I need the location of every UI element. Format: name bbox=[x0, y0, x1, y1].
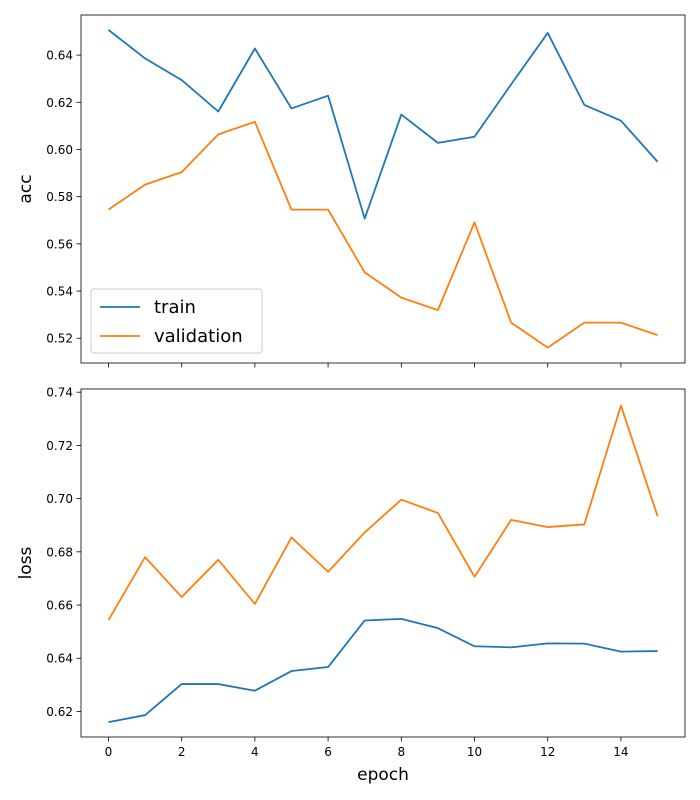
loss-y-tick-label-0.70: 0.70 bbox=[46, 492, 73, 506]
legend: train validation bbox=[90, 288, 263, 354]
acc-axes-frame bbox=[80, 14, 686, 364]
legend-frame bbox=[90, 288, 263, 354]
loss-panel: 0 2 4 6 8 10 12 14 0.62 0.64 0.66 0.68 0.70 0.72 0.74 l… bbox=[16, 386, 686, 785]
loss-x-tick-label-12: 12 bbox=[540, 745, 555, 759]
loss-axes-frame bbox=[80, 388, 686, 738]
loss-x-tick-label-2: 2 bbox=[178, 745, 186, 759]
acc-y-tick-label-0.52: 0.52 bbox=[46, 332, 73, 346]
acc-y-axis-label: acc bbox=[16, 174, 36, 203]
loss-train-line bbox=[108, 617, 658, 723]
loss-x-tick-label-10: 10 bbox=[467, 745, 482, 759]
loss-y-tick-label-0.72: 0.72 bbox=[46, 439, 73, 453]
loss-x-tick-label-4: 4 bbox=[251, 745, 259, 759]
acc-validation-line bbox=[107, 120, 658, 349]
acc-panel: 0.52 0.54 0.56 0.58 0.60 0.62 0.64 acc train vali… bbox=[16, 14, 686, 368]
loss-validation-line bbox=[107, 404, 659, 621]
acc-y-tick-label-0.56: 0.56 bbox=[46, 237, 73, 251]
acc-y-tick-label-0.54: 0.54 bbox=[46, 285, 73, 299]
loss-y-tick-label-0.74: 0.74 bbox=[46, 386, 73, 400]
loss-x-tick-label-14: 14 bbox=[613, 745, 628, 759]
acc-y-tick-label-0.62: 0.62 bbox=[46, 96, 73, 110]
loss-y-axis-label: loss bbox=[16, 546, 36, 579]
loss-x-tick-label-8: 8 bbox=[397, 745, 405, 759]
loss-y-tick-label-0.66: 0.66 bbox=[46, 599, 73, 613]
loss-x-tick-label-6: 6 bbox=[324, 745, 332, 759]
acc-y-tick-label-0.58: 0.58 bbox=[46, 190, 73, 204]
loss-x-axis-label: epoch bbox=[357, 765, 409, 785]
loss-y-tick-label-0.64: 0.64 bbox=[46, 652, 73, 666]
loss-x-tick-label-0: 0 bbox=[105, 745, 113, 759]
legend-label-validation: validation bbox=[154, 326, 243, 347]
acc-train-line bbox=[107, 29, 659, 220]
loss-y-tick-label-0.62: 0.62 bbox=[46, 705, 73, 719]
acc-y-tick-label-0.60: 0.60 bbox=[46, 143, 73, 157]
loss-y-tick-label-0.68: 0.68 bbox=[46, 545, 73, 559]
legend-label-train: train bbox=[154, 297, 196, 318]
acc-y-tick-label-0.64: 0.64 bbox=[46, 49, 73, 63]
